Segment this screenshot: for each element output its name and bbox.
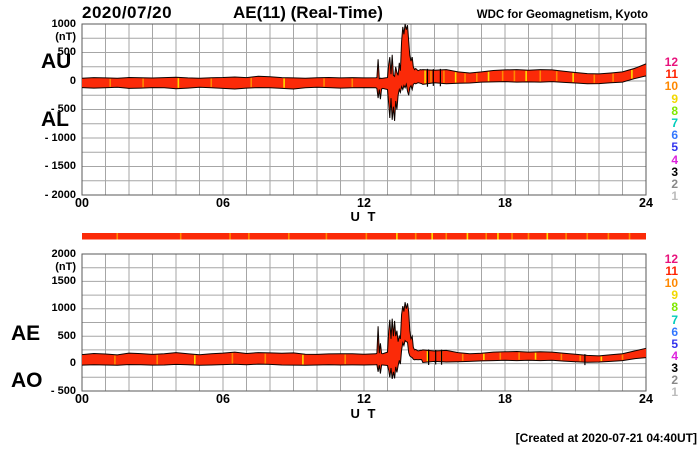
y-tick-label: 2000 — [51, 247, 76, 260]
au-al-band — [82, 24, 646, 121]
legend-station-8: 8 — [671, 300, 678, 315]
y-tick-label: 0 — [69, 74, 76, 87]
legend-station-6: 6 — [671, 324, 678, 339]
ae-ao-band — [82, 302, 646, 379]
legend-station-9: 9 — [671, 288, 678, 303]
legend-station-2: 2 — [671, 373, 678, 387]
legend-station-4: 4 — [671, 152, 678, 167]
station-count-strip — [82, 233, 646, 240]
legend-station-5: 5 — [671, 336, 678, 351]
legend-station-1: 1 — [671, 385, 678, 400]
observatory-credit: WDC for Geomagnetism, Kyoto — [476, 9, 648, 21]
x-tick-label: 00 — [75, 196, 89, 210]
legend-station-5: 5 — [671, 140, 678, 155]
x-tick-label: 24 — [639, 392, 653, 406]
plot-title: AE(11) (Real-Time) — [233, 3, 383, 22]
legend-station-10: 10 — [664, 79, 678, 94]
ut-axis-label-bottom: U T — [350, 406, 378, 421]
x-tick-label: 06 — [216, 392, 230, 406]
panel-frame — [81, 253, 647, 392]
y-tick-label: 0 — [69, 357, 76, 370]
y-tick-label: - 500 — [50, 384, 76, 397]
legend-station-11: 11 — [665, 67, 678, 82]
x-tick-label: 00 — [75, 392, 89, 406]
au-curve — [81, 23, 647, 80]
x-tick-label: 24 — [639, 196, 653, 210]
unit-label-top: (nT) — [55, 31, 76, 43]
y-tick-label: - 1500 — [44, 160, 76, 172]
legend-station-8: 8 — [671, 103, 678, 118]
al-axis-label: AL — [41, 108, 69, 131]
au-axis-label: AU — [41, 50, 72, 73]
ao-curve — [81, 339, 647, 379]
legend-station-1: 1 — [671, 189, 678, 204]
y-tick-label: 1000 — [51, 17, 76, 30]
created-timestamp: [Created at 2020-07-21 04:40UT] — [515, 431, 697, 445]
y-tick-label: 1000 — [51, 302, 76, 315]
x-tick-label: 18 — [498, 392, 512, 406]
x-tick-label: 06 — [216, 196, 230, 210]
y-tick-label: - 500 — [50, 103, 76, 115]
ae-curve — [81, 302, 647, 357]
legend-station-2: 2 — [671, 177, 678, 191]
y-tick-label: - 1000 — [44, 131, 76, 144]
y-tick-label: 1500 — [51, 274, 76, 287]
ut-axis-label-top: U T — [350, 209, 378, 224]
legend-station-12: 12 — [664, 55, 678, 69]
al-curve — [81, 75, 647, 121]
legend-station-3: 3 — [671, 164, 678, 179]
x-tick-label: 18 — [498, 196, 512, 210]
panel-frame — [81, 23, 647, 196]
ao-axis-label: AO — [11, 369, 43, 392]
x-tick-label: 12 — [357, 196, 371, 210]
legend-station-11: 11 — [665, 264, 678, 279]
x-tick-label: 12 — [357, 392, 371, 406]
unit-label-bottom: (nT) — [55, 261, 76, 273]
legend-station-12: 12 — [664, 252, 678, 266]
y-tick-label: - 2000 — [44, 188, 76, 201]
plot-date: 2020/07/20 — [82, 3, 173, 22]
y-tick-label: 500 — [57, 329, 76, 342]
legend-station-4: 4 — [671, 348, 678, 363]
legend-station-6: 6 — [671, 128, 678, 143]
ae-axis-label: AE — [11, 322, 41, 345]
legend-station-7: 7 — [671, 116, 678, 130]
y-tick-label: 500 — [57, 46, 76, 58]
legend-station-10: 10 — [664, 276, 678, 291]
legend-station-3: 3 — [671, 360, 678, 375]
legend-station-7: 7 — [671, 312, 678, 327]
legend-station-9: 9 — [671, 91, 678, 106]
